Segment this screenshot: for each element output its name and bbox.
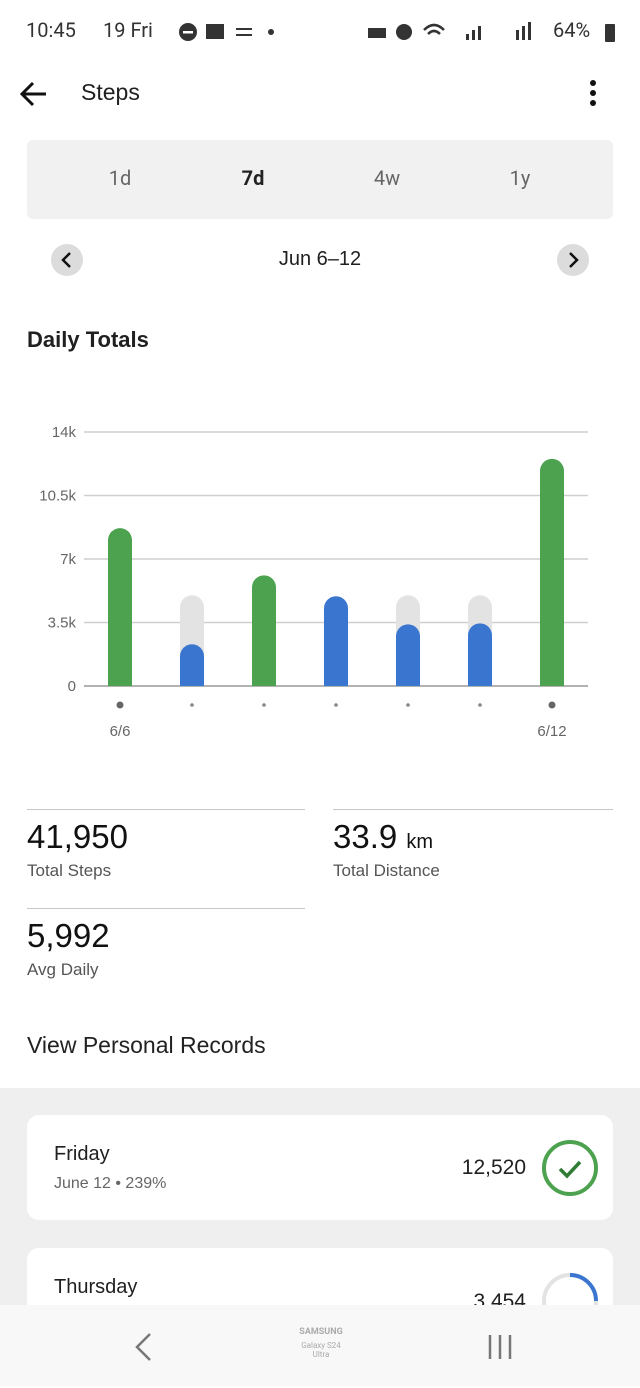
day-card[interactable]: Friday June 12 • 239% 12,520 <box>27 1115 613 1220</box>
day-name: Thursday <box>54 1276 138 1298</box>
nav-back[interactable] <box>130 1331 154 1363</box>
total-distance: 33.9 km <box>333 818 433 856</box>
divider <box>333 809 613 810</box>
status-icons-right <box>368 22 531 40</box>
x-tick-dot <box>478 703 482 707</box>
period-tab[interactable]: 7d <box>241 166 265 190</box>
page-title: Steps <box>81 79 140 105</box>
battery-icon <box>605 24 615 42</box>
period-tabs: 1d 7d 4w 1y <box>27 140 613 219</box>
date-range: Jun 6–12 <box>278 248 362 270</box>
status-date: 19 Fri <box>103 18 153 42</box>
chart: 0 3.5k 7k 10.5k 14k 6/6 6/12 <box>39 424 588 740</box>
bar <box>468 623 492 686</box>
back-button[interactable] <box>18 78 50 110</box>
prev-range[interactable] <box>51 244 83 276</box>
y-tick-label: 3.5k <box>48 615 77 632</box>
status-time: 10:45 <box>26 18 76 42</box>
y-tick-label: 7k <box>60 551 76 568</box>
divider <box>27 809 305 810</box>
nav-recents[interactable] <box>486 1333 516 1361</box>
x-tick-label: 6/6 <box>110 723 131 740</box>
more-menu[interactable] <box>582 78 604 110</box>
next-range[interactable] <box>557 244 589 276</box>
y-tick-label: 10.5k <box>39 488 76 505</box>
bar <box>252 575 276 686</box>
personal-records-link[interactable]: View Personal Records <box>27 1032 266 1058</box>
y-tick-label: 14k <box>52 424 77 441</box>
system-nav-bar: SAMSUNG Galaxy S24 Ultra <box>0 1305 640 1386</box>
total-steps-label: Total Steps <box>27 861 112 880</box>
goal-ring-complete <box>542 1140 598 1196</box>
period-tab[interactable]: 4w <box>373 166 401 190</box>
divider <box>27 908 305 909</box>
period-tab[interactable]: 1d <box>108 166 132 190</box>
bar <box>180 644 204 686</box>
device-model: Galaxy S24 Ultra <box>301 1341 341 1359</box>
y-tick-label: 0 <box>68 678 76 695</box>
period-tab[interactable]: 1y <box>509 166 531 190</box>
x-tick-dot <box>116 701 124 709</box>
day-detail: June 12 • 239% <box>54 1175 167 1192</box>
bar <box>396 624 420 686</box>
bar <box>540 458 564 686</box>
distance-value: 33.9 <box>333 818 398 855</box>
bar <box>108 528 132 686</box>
avg-daily: 5,992 <box>27 917 110 954</box>
status-icons-left <box>179 23 274 41</box>
x-tick-dot <box>262 703 266 707</box>
avg-daily-label: Avg Daily <box>27 960 99 979</box>
device-brand: SAMSUNG <box>299 1327 343 1337</box>
x-tick-label: 6/12 <box>537 723 566 740</box>
distance-unit: km <box>406 831 434 853</box>
day-steps: 12,520 <box>461 1156 526 1179</box>
battery-level: 64% <box>553 18 591 42</box>
day-name: Friday <box>54 1143 110 1165</box>
section-title: Daily Totals <box>27 327 149 352</box>
bar <box>324 596 348 686</box>
total-steps: 41,950 <box>27 818 128 855</box>
x-tick-dot <box>548 701 556 709</box>
x-tick-dot <box>190 703 194 707</box>
total-distance-label: Total Distance <box>333 861 440 880</box>
x-tick-dot <box>406 703 410 707</box>
x-tick-dot <box>334 703 338 707</box>
